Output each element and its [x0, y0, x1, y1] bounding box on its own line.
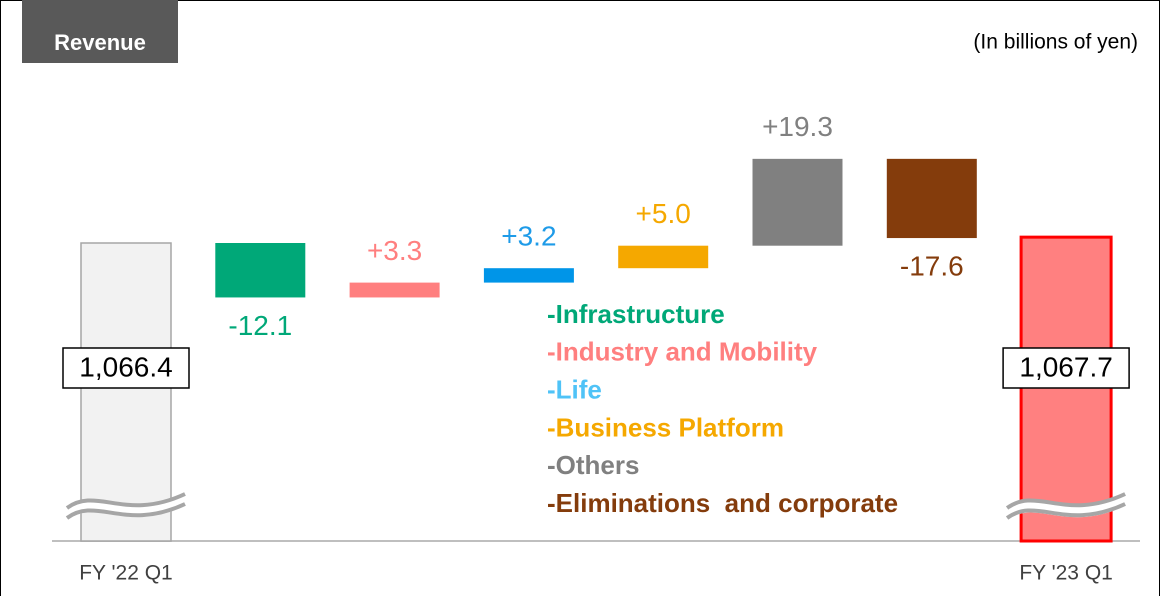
axis-break-line [65, 502, 186, 520]
total-bar [80, 242, 172, 542]
total-label-box [62, 347, 190, 389]
title-box [22, 0, 178, 63]
total-label: 1,067.7 [1019, 351, 1112, 382]
delta-bar [215, 243, 306, 298]
legend-entry: -Life [547, 374, 602, 404]
legend-entry: -Business Platform [547, 412, 784, 442]
value-label: +19.3 [762, 111, 833, 142]
axis-break-line [1005, 492, 1126, 510]
total-label-box [1002, 347, 1130, 389]
legend-entry: -Others [547, 450, 639, 480]
value-label: -12.1 [228, 310, 292, 341]
axis-break-line [1005, 502, 1126, 520]
delta-bar [483, 268, 574, 283]
value-label: +5.0 [636, 198, 691, 229]
legend-entry: -Infrastructure [547, 299, 725, 329]
delta-bar [886, 158, 977, 239]
x-tick-label: FY '22 Q1 [79, 562, 173, 585]
legend-entry: -Eliminations and corporate [547, 488, 898, 518]
value-label: +3.2 [501, 221, 556, 252]
axis-break-line [65, 492, 186, 510]
delta-bar [618, 245, 709, 269]
chart-title: Revenue [54, 30, 146, 55]
value-label: +3.3 [367, 235, 422, 266]
value-label: -17.6 [900, 250, 964, 281]
total-bar [1019, 235, 1113, 543]
delta-bar [752, 158, 843, 246]
unit-note: (In billions of yen) [973, 31, 1138, 54]
total-label: 1,066.4 [79, 351, 172, 382]
legend-entry: -Industry and Mobility [547, 337, 818, 367]
x-tick-label: FY '23 Q1 [1019, 562, 1113, 585]
delta-bar [349, 282, 440, 298]
